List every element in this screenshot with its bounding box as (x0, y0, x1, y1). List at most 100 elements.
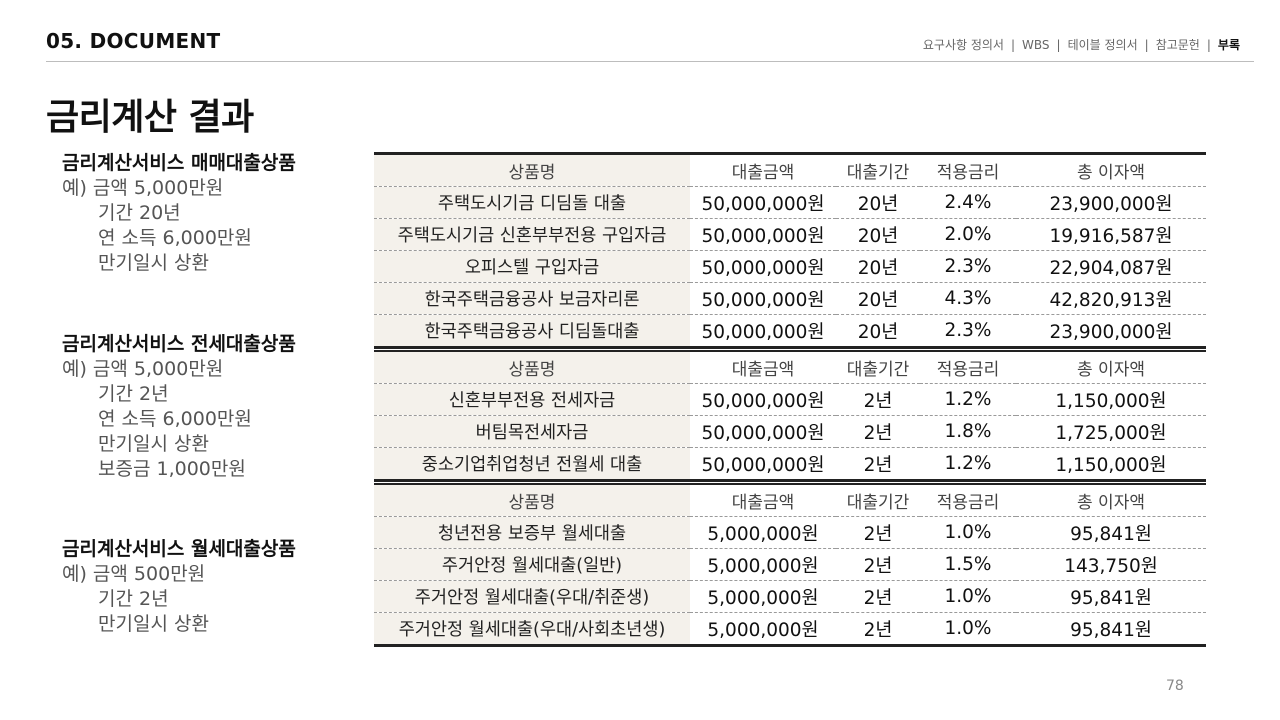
info-title: 금리계산서비스 월세대출상품 (62, 538, 296, 560)
nav-separator: | (1010, 37, 1016, 52)
loan-period-cell: 20년 (857, 321, 899, 343)
table-row: 중소기업취업청년 전월세 대출 50,000,000원 2년 1.2% 1,150,00… (374, 447, 1206, 479)
interest-rate-cell: 1.2% (920, 383, 1016, 416)
product-name-cell: 오피스텔 구입자금 (374, 250, 690, 283)
info-line: 예) 금액 5,000만원 (62, 177, 224, 199)
column-header: 총 이자액 (1016, 352, 1206, 384)
page-number: 78 (1166, 678, 1184, 694)
column-header: 적용금리 (920, 485, 1016, 517)
info-line: 만기일시 상환 (98, 613, 209, 635)
rate-tables: 상품명 대출금액 대출기간 적용금리 총 이자액 주택도시기금 디딤돌 대출 50,000,… (374, 152, 1206, 647)
info-line: 연 소득 6,000만원 (98, 227, 252, 249)
column-header: 대출금액 (690, 155, 836, 187)
loan-amount-cell: 50,000,000원 (690, 250, 836, 283)
product-name-cell: 신혼부부전용 전세자금 (374, 383, 690, 416)
column-header: 대출금액 (690, 485, 836, 517)
nav-item-appendix[interactable]: 부록 (1217, 38, 1240, 52)
product-name-cell: 주택도시기금 신혼부부전용 구입자금 (374, 218, 690, 251)
loan-period-cell: 2년 (836, 383, 920, 416)
table-row: 주거안정 월세대출(우대/사회초년생) 5,000,000원 2년 1.0% 95,84… (374, 612, 1206, 644)
jeonse-loan-table: 상품명 대출금액 대출기간 적용금리 총 이자액 신혼부부전용 전세자금 50,000,00… (374, 352, 1206, 479)
nav-item-table-definition[interactable]: 테이블 정의서 (1067, 38, 1138, 52)
interest-rate-cell: 1.0% (920, 580, 1016, 613)
loan-period-cell: 20년 (836, 250, 920, 283)
interest-rate-cell: 2.0% (920, 218, 1016, 251)
product-name-cell: 주거안정 월세대출(우대/사회초년생) (374, 612, 690, 644)
table-row: 주거안정 월세대출(우대/취준생) 5,000,000원 2년 1.0% 95,841원 (374, 580, 1206, 613)
loan-period-cell: 2년 (836, 516, 920, 549)
info-line: 기간 2년 (98, 383, 169, 405)
info-line: 보증금 1,000만원 (98, 458, 246, 480)
loan-amount-cell: 5,000,000원 (690, 548, 836, 581)
table-row: 한국주택금융공사 디딤돌대출 50,000,000원 20년 2.3% 23,900,0… (374, 314, 1206, 346)
nav-separator: | (1056, 37, 1061, 52)
total-interest-cell: 95,841원 (1016, 516, 1206, 549)
nav-separator: | (1206, 37, 1211, 52)
column-header: 총 이자액 (1016, 155, 1206, 187)
loan-period-cell: 20년 (836, 282, 920, 315)
info-line: 예) 금액 500만원 (62, 563, 206, 585)
table-row: 버팀목전세자금 50,000,000원 2년 1.8% 1,725,000원 (374, 415, 1206, 448)
interest-rate-cell: 2.4% (920, 186, 1016, 219)
info-block-jeonse: 금리계산서비스 전세대출상품 예) 금액 5,000만원 기간 2년 연 소득 … (62, 332, 296, 482)
table-rule (374, 152, 1206, 155)
info-line: 기간 20년 (98, 202, 181, 224)
nav-separator: | (1144, 37, 1149, 52)
nav-item-references[interactable]: 참고문헌 (1155, 38, 1200, 52)
interest-rate-cell: 2.3% (920, 250, 1016, 283)
loan-amount-cell: 50,000,000원 (701, 454, 825, 476)
table-rule (374, 346, 1206, 352)
column-header: 적용금리 (920, 155, 1016, 187)
info-title: 금리계산서비스 전세대출상품 (62, 333, 296, 355)
total-interest-cell: 143,750원 (1016, 548, 1206, 581)
table-row: 한국주택금융공사 보금자리론 50,000,000원 20년 4.3% 42,820,9… (374, 282, 1206, 315)
table-row: 청년전용 보증부 월세대출 5,000,000원 2년 1.0% 95,841원 (374, 516, 1206, 549)
product-name-cell: 한국주택금융공사 디딤돌대출 (374, 314, 690, 346)
info-line: 예) 금액 5,000만원 (62, 358, 224, 380)
loan-amount-cell: 5,000,000원 (690, 580, 836, 613)
table-row: 주택도시기금 신혼부부전용 구입자금 50,000,000원 20년 2.0% 19,9… (374, 218, 1206, 251)
header-divider (46, 61, 1254, 62)
interest-rate-cell: 4.3% (920, 282, 1016, 315)
table-row: 신혼부부전용 전세자금 50,000,000원 2년 1.2% 1,150,000원 (374, 383, 1206, 416)
product-name-cell: 주거안정 월세대출(우대/취준생) (374, 580, 690, 613)
loan-period-cell: 2년 (836, 580, 920, 613)
loan-period-cell: 2년 (836, 548, 920, 581)
loan-amount-cell: 50,000,000원 (690, 186, 836, 219)
info-line: 만기일시 상환 (98, 433, 209, 455)
total-interest-cell: 23,900,000원 (1049, 321, 1173, 343)
table-rule (374, 479, 1206, 485)
interest-rate-cell: 1.2% (944, 453, 992, 474)
table-row: 주거안정 월세대출(일반) 5,000,000원 2년 1.5% 143,750원 (374, 548, 1206, 581)
nav-item-requirements[interactable]: 요구사항 정의서 (922, 38, 1004, 52)
header-nav: 요구사항 정의서 | WBS | 테이블 정의서 | 참고문헌 | 부록 (923, 36, 1240, 53)
product-name-cell: 주거안정 월세대출(일반) (374, 548, 690, 581)
loan-amount-cell: 50,000,000원 (690, 282, 836, 315)
loan-amount-cell: 50,000,000원 (690, 383, 836, 416)
monthly-rent-loan-table: 상품명 대출금액 대출기간 적용금리 총 이자액 청년전용 보증부 월세대출 5,000,0… (374, 485, 1206, 644)
total-interest-cell: 95,841원 (1070, 619, 1152, 641)
total-interest-cell: 23,900,000원 (1016, 186, 1206, 219)
nav-item-wbs[interactable]: WBS (1022, 37, 1050, 52)
column-header: 대출기간 (836, 485, 920, 517)
column-header: 대출기간 (836, 155, 920, 187)
total-interest-cell: 95,841원 (1016, 580, 1206, 613)
info-line: 만기일시 상환 (98, 252, 209, 274)
product-name-cell: 버팀목전세자금 (374, 415, 690, 448)
loan-period-cell: 20년 (836, 218, 920, 251)
loan-amount-cell: 50,000,000원 (690, 415, 836, 448)
interest-rate-cell: 2.3% (944, 320, 992, 341)
column-header: 상품명 (374, 155, 690, 187)
table-row: 오피스텔 구입자금 50,000,000원 20년 2.3% 22,904,087원 (374, 250, 1206, 283)
product-name-cell: 청년전용 보증부 월세대출 (374, 516, 690, 549)
total-interest-cell: 22,904,087원 (1016, 250, 1206, 283)
column-header: 상품명 (374, 352, 690, 384)
table-row: 주택도시기금 디딤돌 대출 50,000,000원 20년 2.4% 23,900,00… (374, 186, 1206, 219)
interest-rate-cell: 1.8% (920, 415, 1016, 448)
column-header: 총 이자액 (1016, 485, 1206, 517)
loan-period-cell: 2년 (863, 619, 893, 641)
info-block-monthly-rent: 금리계산서비스 월세대출상품 예) 금액 500만원 기간 2년 만기일시 상환 (62, 537, 296, 637)
table-header-row: 상품명 대출금액 대출기간 적용금리 총 이자액 (374, 155, 1206, 187)
product-name-cell: 중소기업취업청년 전월세 대출 (374, 447, 690, 479)
total-interest-cell: 1,150,000원 (1055, 454, 1167, 476)
